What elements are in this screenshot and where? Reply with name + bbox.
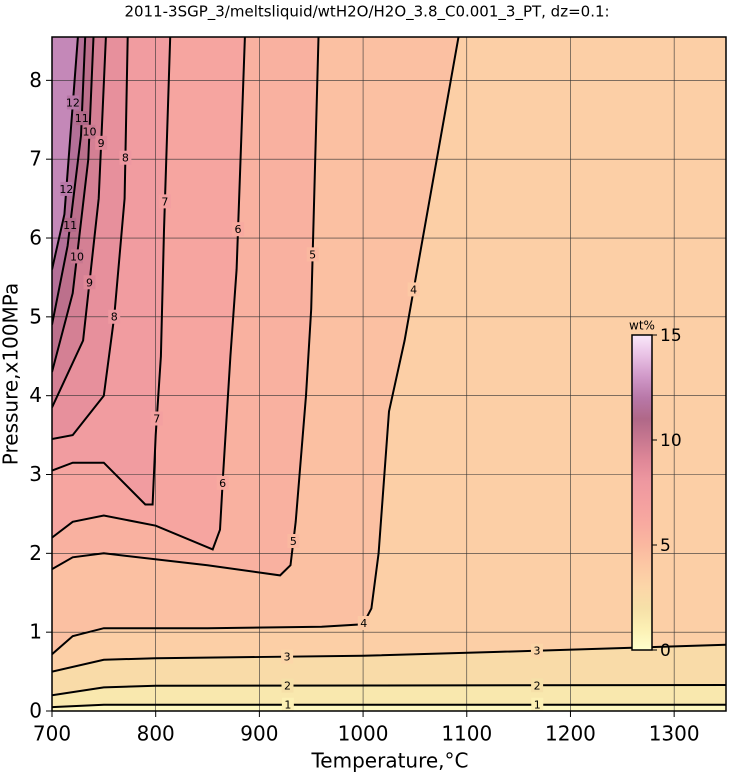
contour-label-bg xyxy=(75,111,88,126)
contour-label: 6 xyxy=(219,477,226,490)
x-tick-label: 900 xyxy=(240,722,278,746)
overlay: 700 800 900 1000 1100 1200 1300012345678wt%051… xyxy=(29,36,727,746)
colorbar-label: wt% xyxy=(629,319,655,333)
y-tick-label: 0 xyxy=(29,699,42,723)
contour-label-bg xyxy=(70,249,83,264)
contour-label: 4 xyxy=(360,617,367,630)
contour-label-bg xyxy=(108,309,121,324)
contour-label: 10 xyxy=(82,126,96,139)
y-tick-label: 2 xyxy=(29,541,42,565)
contour-line xyxy=(52,684,726,697)
contour-label: 3 xyxy=(284,651,291,664)
contour-label: 4 xyxy=(410,283,417,296)
contour-label-bg xyxy=(306,247,319,262)
contour-label-bg xyxy=(531,678,544,693)
contour-label-bg xyxy=(287,533,300,548)
contour-label-bg xyxy=(216,475,229,490)
contour-fill xyxy=(52,37,78,270)
x-tick-label: 800 xyxy=(137,722,175,746)
contour-label: 12 xyxy=(66,96,80,109)
colorbar-tick-label: 5 xyxy=(660,536,671,556)
y-tick-label: 7 xyxy=(29,147,42,171)
contour-line xyxy=(52,703,726,709)
y-tick-label: 5 xyxy=(29,304,42,328)
y-tick-label: 4 xyxy=(29,383,42,407)
contour-label-bg xyxy=(281,678,294,693)
contour-label-bg xyxy=(83,275,96,290)
y-tick-label: 8 xyxy=(29,68,42,92)
contour-label: 6 xyxy=(235,223,242,236)
x-tick-label: 1300 xyxy=(649,722,700,746)
contour-label: 9 xyxy=(98,137,105,150)
contour-label-bg xyxy=(530,643,543,658)
contour-label-bg xyxy=(66,95,79,110)
x-tick-label: 1000 xyxy=(338,722,389,746)
contour-label-bg xyxy=(60,181,73,196)
colorbar-tick-label: 10 xyxy=(660,431,682,451)
x-tick-label: 1100 xyxy=(441,722,492,746)
contour-label: 11 xyxy=(75,112,89,125)
contour-label-bg xyxy=(357,615,370,630)
contour-label-bg xyxy=(232,222,245,237)
contour-label: 3 xyxy=(533,645,540,658)
colorbar-tick-label: 15 xyxy=(660,326,682,346)
contour-label: 7 xyxy=(161,195,168,208)
contour-label-bg xyxy=(281,697,294,711)
y-tick-label: 1 xyxy=(29,620,42,644)
contour-line xyxy=(52,37,320,577)
x-tick-label: 700 xyxy=(33,722,71,746)
contour-label-bg xyxy=(119,150,132,165)
x-tick-label: 1200 xyxy=(545,722,596,746)
contour-label: 1 xyxy=(284,699,291,712)
contour-line xyxy=(52,37,95,373)
contour-label: 7 xyxy=(153,412,160,425)
contour-label: 1 xyxy=(534,699,541,712)
contour-label-bg xyxy=(64,217,77,232)
contour-line xyxy=(52,37,246,551)
contour-label: 11 xyxy=(63,219,77,232)
y-tick-label: 6 xyxy=(29,226,42,250)
contour-label: 12 xyxy=(59,183,73,196)
contour-label-bg xyxy=(531,697,544,711)
contour-label: 8 xyxy=(111,311,118,324)
contour-label-bg xyxy=(158,194,171,209)
contour-line xyxy=(52,37,87,325)
contour-label-bg xyxy=(95,135,108,150)
y-axis-label: Pressure,x100MPa xyxy=(0,283,23,465)
contour-label-bg xyxy=(407,282,420,297)
x-axis-label: Temperature,°C xyxy=(310,749,468,773)
colorbar-tick-label: 0 xyxy=(660,641,671,661)
contour-line xyxy=(52,37,107,408)
chart-title: 2011-3SGP_3/meltsliquid/wtH2O/H2O_3.8_C0… xyxy=(124,3,609,22)
contour-line xyxy=(52,37,129,440)
plot-frame xyxy=(51,36,727,712)
contour-label-bg xyxy=(281,649,294,664)
contour-label: 5 xyxy=(290,535,297,548)
colorbar xyxy=(631,334,653,651)
contour-label-bg xyxy=(83,124,96,139)
contour-line xyxy=(52,37,172,506)
contour-label-bg xyxy=(150,411,163,426)
y-tick-label: 3 xyxy=(29,462,42,486)
contour-label: 2 xyxy=(284,680,291,693)
contour-label: 8 xyxy=(122,152,129,165)
contour-label: 2 xyxy=(534,679,541,692)
contour-label: 9 xyxy=(86,276,93,289)
contour-label: 5 xyxy=(309,248,316,261)
contour-label: 10 xyxy=(70,250,84,263)
